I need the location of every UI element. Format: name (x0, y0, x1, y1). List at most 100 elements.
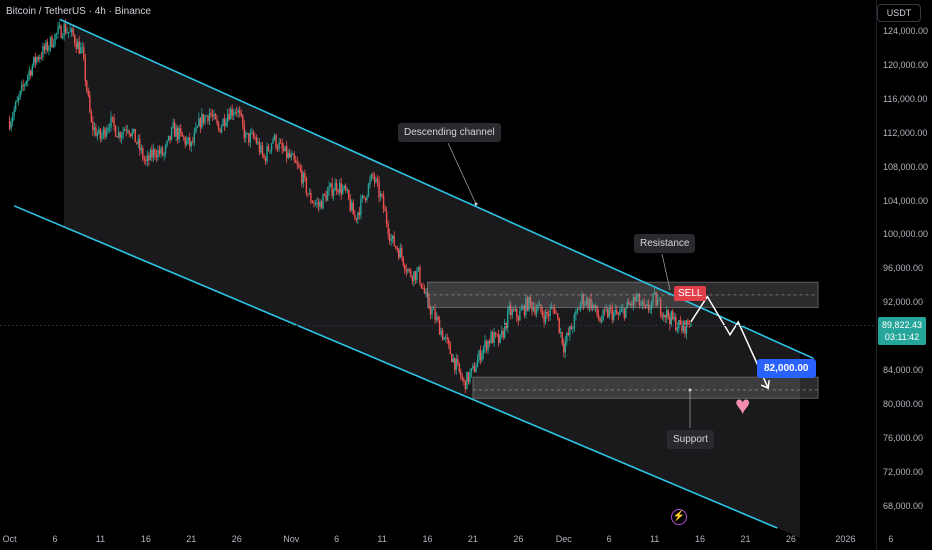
currency-selector[interactable]: USDT (877, 4, 921, 22)
candle-body (108, 127, 111, 129)
y-tick-label: 120,000.00 (883, 59, 929, 70)
candle-body (549, 308, 551, 316)
candle-body (419, 266, 421, 284)
candle-body (661, 314, 663, 318)
candle-body (620, 309, 623, 312)
x-tick-label: 26 (513, 534, 524, 544)
candle-body (382, 195, 385, 209)
candle-body (485, 340, 488, 351)
bolt-icon[interactable]: ⚡ (671, 509, 687, 525)
candle-body (160, 147, 162, 154)
candle-body (670, 311, 672, 325)
candle-body (617, 313, 619, 315)
candle-body (273, 134, 276, 140)
candle-body (54, 34, 56, 45)
candle-body (685, 320, 688, 334)
candle-body (476, 359, 479, 368)
candle-body (10, 121, 12, 129)
candle-body (464, 380, 467, 390)
candle-body (655, 292, 657, 306)
candle-body (553, 308, 556, 313)
candle-body (656, 300, 659, 306)
candle-body (376, 179, 379, 182)
target-price-tag[interactable]: 82,000.00 (757, 359, 816, 378)
candle-body (80, 47, 82, 54)
candle-body (287, 152, 289, 158)
x-tick-label: 11 (95, 534, 106, 544)
candle-body (413, 271, 415, 282)
candle-body (201, 113, 203, 128)
candle-body (308, 193, 311, 195)
candle-body (396, 247, 398, 251)
candle-body (89, 95, 91, 112)
candle-body (239, 110, 241, 114)
candle-body (37, 57, 40, 60)
candle-body (372, 174, 374, 176)
candle-body (120, 134, 123, 138)
candle-body (55, 33, 58, 35)
candle-body (379, 194, 382, 198)
candle-body (517, 317, 520, 321)
candle-body (52, 44, 55, 47)
candle-body (337, 190, 339, 193)
candle-body (643, 301, 645, 306)
candle-body (435, 316, 438, 320)
candle-body (475, 367, 477, 373)
candle-body (92, 121, 94, 131)
candle-body (541, 311, 544, 316)
candle-body (570, 326, 573, 330)
candle-body (388, 234, 391, 241)
candle-body (242, 115, 244, 125)
candle-body (96, 133, 99, 137)
support-zone (472, 376, 819, 399)
candle-body (263, 154, 265, 159)
candle-body (31, 65, 33, 76)
descending-channel-label[interactable]: Descending channel (398, 123, 501, 142)
candle-body (11, 116, 14, 122)
candle-body (605, 309, 607, 311)
candle-body (338, 183, 341, 193)
candle-body (538, 304, 541, 306)
x-tick-label: 2026 (835, 534, 856, 544)
sell-tag[interactable]: SELL (674, 286, 707, 301)
candle-body (232, 113, 235, 116)
candle-body (610, 308, 612, 309)
candle-body (301, 169, 303, 184)
candle-body (378, 181, 380, 198)
y-tick-label: 92,000.00 (883, 297, 924, 308)
x-tick-label: Nov (283, 534, 300, 544)
resistance-label-leader (661, 253, 671, 291)
resistance-label[interactable]: Resistance (634, 234, 696, 253)
candle-body (155, 155, 158, 158)
channel-upper-line (59, 18, 814, 360)
candle-body (269, 150, 271, 152)
candle-body (46, 42, 49, 51)
candle-body (493, 332, 495, 343)
support-label[interactable]: Support (667, 430, 715, 449)
candle-body (561, 331, 563, 344)
candle-body (563, 343, 565, 353)
candle-body (500, 331, 503, 335)
candle-body (597, 314, 600, 319)
candle-body (511, 309, 513, 316)
candle-body (178, 128, 180, 140)
candle-body (402, 256, 404, 266)
candle-body (126, 130, 129, 132)
candle-body (113, 118, 115, 126)
symbol-title: Bitcoin / TetherUS · 4h · Binance (6, 6, 151, 17)
candle-body (638, 294, 641, 306)
bar-countdown: 03:11:42 (884, 332, 920, 342)
candle-body (594, 305, 597, 308)
candle-body (422, 288, 424, 289)
candle-body (416, 270, 418, 280)
candle-body (78, 41, 80, 54)
candle-body (666, 310, 668, 318)
candle-body (84, 58, 86, 82)
candle-body (335, 182, 338, 191)
candle-body (289, 152, 291, 158)
candle-body (319, 201, 321, 207)
candle-body (449, 343, 451, 355)
candle-body (187, 137, 189, 141)
candle-body (207, 115, 209, 121)
